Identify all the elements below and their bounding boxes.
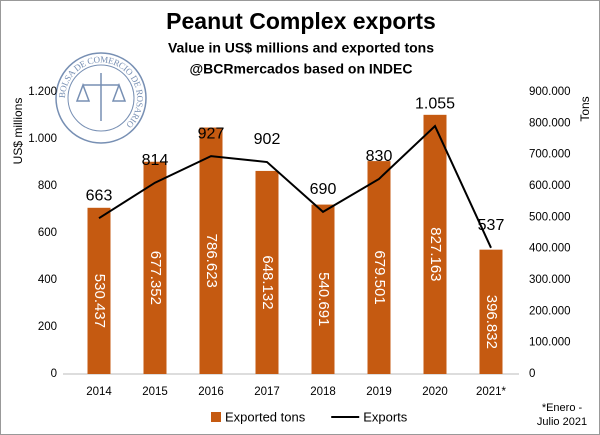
bar <box>367 161 391 374</box>
x-tick-label: 2021* <box>476 386 507 398</box>
y2-tick-label: 700.000 <box>529 149 571 161</box>
logo-ring <box>55 52 147 144</box>
y2-tick-label: 100.000 <box>529 337 571 349</box>
legend-label: Exports <box>363 409 408 424</box>
x-tick-label: 2017 <box>254 386 280 398</box>
line-value-label: 690 <box>310 181 337 198</box>
bar <box>423 114 447 374</box>
bar <box>199 127 223 374</box>
line-value-label: 663 <box>86 187 113 204</box>
line-value-label: 1.055 <box>415 95 455 112</box>
y-tick-label: 600 <box>38 227 57 239</box>
bar-value-label: 540.691 <box>315 272 332 326</box>
footnote: *Enero - Julio 2021 <box>536 402 588 428</box>
line-value-label: 814 <box>142 152 169 169</box>
y-tick-label: 0 <box>51 368 57 380</box>
bar <box>479 249 503 374</box>
y-tick-label: 1.000 <box>28 133 57 145</box>
line-value-label: 927 <box>198 125 225 142</box>
y2-axis-label: Tons <box>578 96 592 121</box>
bar-value-label: 648.132 <box>259 255 276 309</box>
bar-value-label: 786.623 <box>203 234 220 288</box>
y2-tick-label: 900.000 <box>529 86 571 98</box>
y2-tick-label: 500.000 <box>529 211 571 223</box>
bar-value-label: 530.437 <box>91 274 108 328</box>
bar-value-label: 827.163 <box>427 227 444 281</box>
bar <box>143 161 167 374</box>
x-tick-label: 2018 <box>310 386 336 398</box>
bar <box>87 207 111 374</box>
legend-label: Exported tons <box>225 409 306 424</box>
y2-tick-label: 600.000 <box>529 180 571 192</box>
line-value-label: 830 <box>366 148 393 165</box>
y-tick-label: 200 <box>38 321 57 333</box>
bar <box>255 170 279 374</box>
y-tick-label: 1.200 <box>28 86 57 98</box>
logo-scales <box>75 73 127 121</box>
x-tick-label: 2019 <box>366 386 392 398</box>
y-tick-label: 400 <box>38 274 57 286</box>
y-axis-label: US$ millions <box>11 98 25 165</box>
line <box>98 124 492 249</box>
line-value-label: 902 <box>254 131 281 148</box>
chart-subtitle: Value in US$ millions and exported tons <box>168 40 434 56</box>
logo: BOLSA DE COMERCIO DE ROSARIO <box>55 52 147 144</box>
chart-title: Peanut Complex exports <box>166 8 436 34</box>
x-tick-label: 2014 <box>86 386 112 398</box>
y2-tick-label: 400.000 <box>529 243 571 255</box>
bar <box>311 204 335 374</box>
logo-ring <box>67 64 135 132</box>
y2-tick-label: 200.000 <box>529 305 571 317</box>
bar-value-label: 677.352 <box>147 251 164 305</box>
bar-value-label: 679.501 <box>371 250 388 304</box>
y2-tick-label: 300.000 <box>529 274 571 286</box>
x-tick-label: 2020 <box>422 386 448 398</box>
line-value-label: 537 <box>478 217 505 234</box>
y2-tick-label: 0 <box>529 368 535 380</box>
chart-source: @BCRmercados based on INDEC <box>190 61 413 77</box>
legend-swatch <box>211 412 221 422</box>
bar-value-label: 396.832 <box>483 295 500 349</box>
y-tick-label: 800 <box>38 180 57 192</box>
y2-tick-label: 800.000 <box>529 117 571 129</box>
x-tick-label: 2016 <box>198 386 224 398</box>
x-tick-label: 2015 <box>142 386 168 398</box>
